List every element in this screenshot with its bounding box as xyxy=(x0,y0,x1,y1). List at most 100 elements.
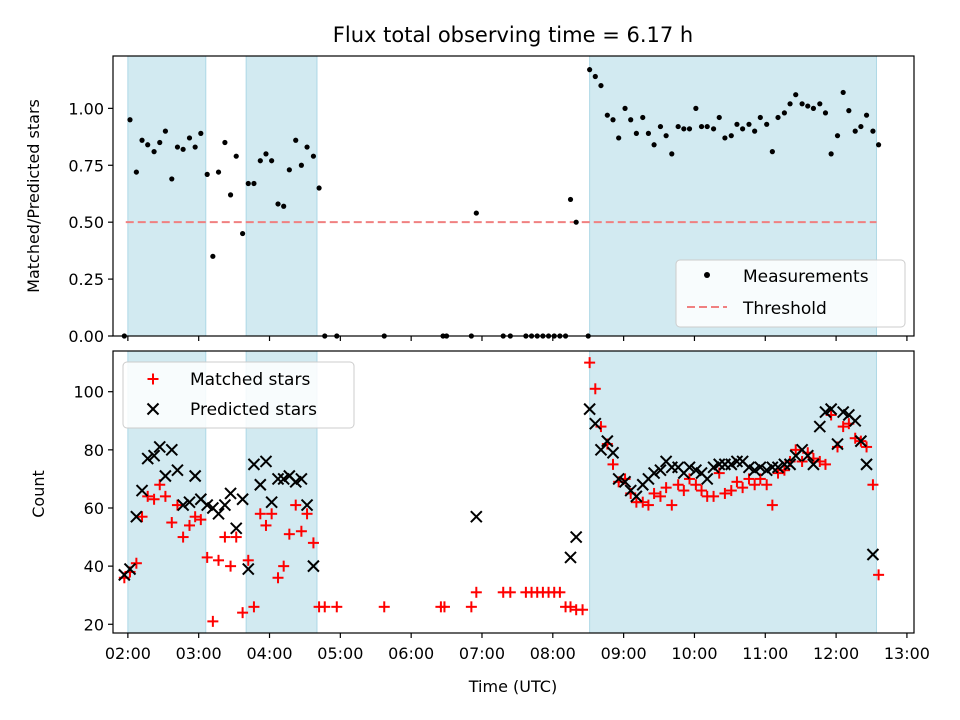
x-tick-label: 08:00 xyxy=(530,644,576,663)
predicted-star-point xyxy=(183,495,196,509)
measurement-point xyxy=(139,137,145,143)
predicted-star-point xyxy=(854,434,868,448)
predicted-star-point xyxy=(618,475,632,489)
predicted-star-point xyxy=(271,472,285,486)
measurement-point xyxy=(145,142,151,148)
top-legend: Measurements Threshold xyxy=(675,259,906,328)
measurement-point xyxy=(628,117,634,123)
measurement-point xyxy=(162,128,169,134)
predicted-star-point xyxy=(247,458,261,471)
matched-star-point xyxy=(183,519,195,531)
bottom-y-tick-label: 80 xyxy=(84,441,104,460)
legend-matched-marker xyxy=(147,373,159,385)
predicted-star-point xyxy=(766,461,779,474)
measurement-point xyxy=(693,105,699,111)
predicted-star-point xyxy=(813,420,827,433)
matched-star-point xyxy=(470,586,482,598)
top-axis-ticks: 0.00 0.25 0.50 0.75 1.00 xyxy=(68,99,908,346)
measurement-point xyxy=(810,105,817,111)
predicted-star-point xyxy=(135,484,149,497)
predicted-star-point xyxy=(159,469,172,483)
matched-star-point xyxy=(565,601,577,613)
predicted-star-point xyxy=(141,452,154,465)
measurement-point xyxy=(651,142,657,148)
predicted-star-point xyxy=(188,469,202,483)
legend-predicted-label: Predicted stars xyxy=(190,400,317,420)
bottom-y-axis-label: Count xyxy=(29,470,48,518)
measurement-point xyxy=(828,151,834,157)
measurement-point xyxy=(640,114,646,121)
top-shaded-interval xyxy=(127,55,207,337)
measurement-point xyxy=(757,114,763,121)
measurement-point xyxy=(764,121,770,127)
predicted-star-point xyxy=(630,490,643,503)
matched-star-point xyxy=(230,531,242,543)
predicted-star-point xyxy=(831,437,844,451)
predicted-star-point xyxy=(259,455,273,468)
matched-star-point xyxy=(607,458,619,470)
predicted-star-point xyxy=(236,493,249,506)
matched-star-point xyxy=(237,607,249,619)
measurement-point xyxy=(263,151,269,157)
measurement-point xyxy=(573,219,579,225)
measurement-point xyxy=(204,171,210,177)
predicted-star-point xyxy=(683,461,696,474)
predicted-star-point xyxy=(212,507,225,521)
matched-star-point xyxy=(195,514,207,526)
predicted-star-point xyxy=(801,449,814,462)
matched-star-point xyxy=(189,511,201,523)
matched-star-point xyxy=(772,467,784,479)
measurement-point xyxy=(834,133,841,139)
bottom-legend: Matched stars Predicted stars xyxy=(122,361,355,429)
predicted-star-point xyxy=(601,434,614,448)
predicted-star-point xyxy=(153,440,166,454)
matched-star-point xyxy=(278,560,290,572)
matched-star-point xyxy=(861,441,873,453)
matched-star-point xyxy=(207,615,219,627)
predicted-star-point xyxy=(230,522,243,535)
measurement-point xyxy=(610,117,616,123)
predicted-star-point xyxy=(165,443,178,457)
measurement-point xyxy=(840,89,846,96)
x-tick-label: 05:00 xyxy=(317,644,363,663)
predicted-star-point xyxy=(569,530,583,544)
matched-star-point xyxy=(766,499,778,511)
matched-star-point xyxy=(319,601,331,613)
predicted-star-point xyxy=(754,461,767,474)
predicted-star-point xyxy=(647,466,661,480)
measurement-point xyxy=(210,253,216,259)
x-tick-label: 04:00 xyxy=(246,644,292,663)
top-panel: 0.00 0.25 0.50 0.75 1.00 Matched/Predicted s… xyxy=(24,55,915,346)
measurement-point xyxy=(781,110,787,116)
matched-star-point xyxy=(378,601,390,613)
measurement-point xyxy=(567,196,574,203)
measurement-point xyxy=(686,126,693,132)
measurement-point xyxy=(805,103,811,109)
matched-star-point xyxy=(837,421,849,433)
measurement-point xyxy=(222,139,228,146)
predicted-star-point xyxy=(700,472,714,486)
predicted-star-point xyxy=(254,478,267,491)
matched-star-point xyxy=(796,455,808,467)
predicted-star-point xyxy=(307,559,320,573)
measurement-point xyxy=(133,169,139,175)
matched-star-point xyxy=(272,572,284,584)
measurement-point xyxy=(598,82,604,89)
predicted-star-point xyxy=(218,498,232,512)
predicted-star-point xyxy=(295,472,308,486)
measurement-point xyxy=(257,158,263,164)
matched-star-point xyxy=(307,537,319,549)
predicted-star-point xyxy=(470,510,483,523)
predicted-star-point xyxy=(594,443,608,457)
chart-title: Flux total observing time = 6.17 h xyxy=(333,23,693,47)
predicted-star-point xyxy=(860,458,873,471)
matched-star-point xyxy=(465,601,477,613)
top-y-tick-label: 0.25 xyxy=(68,270,104,289)
measurement-point xyxy=(127,117,133,123)
measurement-point xyxy=(157,139,163,146)
predicted-star-point xyxy=(171,463,184,477)
matched-star-point xyxy=(819,458,831,470)
matched-star-point xyxy=(201,551,213,563)
measurement-point xyxy=(728,133,734,139)
matched-star-point xyxy=(219,531,231,543)
